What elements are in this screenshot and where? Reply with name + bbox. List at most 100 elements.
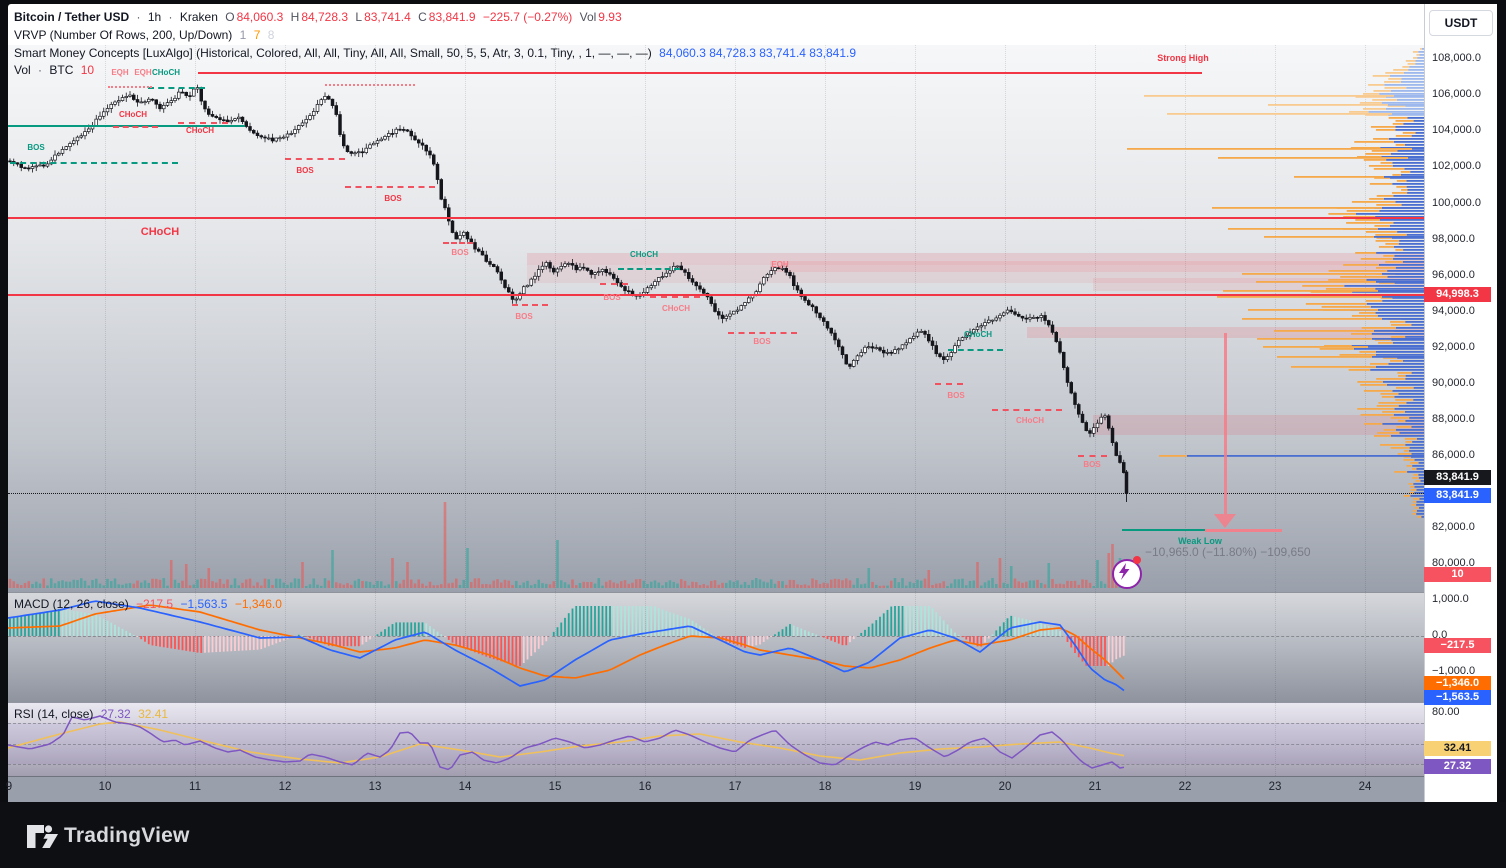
vol-legend-row[interactable]: Vol · BTC 10 [14, 63, 95, 77]
scale-tick: 1,000.0 [1432, 593, 1469, 605]
supply-zone [770, 261, 1424, 272]
scale-tick: 96,000.0 [1432, 269, 1475, 281]
day-gridline [465, 45, 466, 776]
scale-tick: 102,000.0 [1432, 160, 1481, 172]
smc-values: 84,060.3 84,728.3 83,741.4 83,841.9 [659, 46, 857, 60]
scale-tick: 100,000.0 [1432, 197, 1481, 209]
smc-label-choch: CHoCH [152, 68, 180, 77]
time-axis[interactable] [8, 776, 1424, 803]
day-gridline [735, 45, 736, 776]
tradingview-brand-text[interactable]: TradingView [64, 824, 190, 847]
smc-label-bos: BOS [515, 312, 533, 321]
macd-legend-row[interactable]: MACD (12, 26, close) −217.5 −1,563.5 −1,… [14, 597, 286, 612]
time-label: 16 [638, 781, 652, 793]
rsi-pane[interactable] [8, 702, 1424, 776]
volume-value: 9.93 [598, 10, 622, 24]
price-badge: 83,841.9 [1424, 469, 1491, 485]
time-label: 18 [818, 781, 832, 793]
smc-dashed-teal-line [948, 349, 1003, 351]
day-gridline [1365, 45, 1366, 776]
scale-tick: 94,000.0 [1432, 305, 1475, 317]
smc-label-bos: BOS [947, 391, 965, 400]
symbol-legend-row[interactable]: Bitcoin / Tether USD · 1h · Kraken O 84,0… [14, 10, 622, 24]
smc-label-eqh: EQH [134, 68, 152, 77]
scale-tick: 82,000.0 [1432, 521, 1475, 533]
low-value: 83,741.4 [364, 10, 411, 24]
rsi-level-line [8, 764, 1424, 765]
smc-label-bos: BOS [384, 194, 402, 203]
open-value: 84,060.3 [236, 10, 284, 24]
rsi-legend-row[interactable]: RSI (14, close) 27.32 32.41 [14, 707, 172, 722]
pane-separator[interactable] [8, 592, 1424, 593]
time-label: 19 [908, 781, 922, 793]
scale-tick: 80,000.0 [1432, 557, 1475, 569]
scale-tick: 90,000.0 [1432, 377, 1475, 389]
rsi-ma-value: 32.41 [138, 707, 169, 721]
day-gridline [555, 45, 556, 776]
smc-dashed-red-line [512, 304, 548, 306]
vrvp-title[interactable]: VRVP (Number Of Rows, 200, Up/Down) [14, 28, 233, 42]
price-badge: 32.41 [1424, 740, 1491, 756]
price-pane[interactable] [8, 45, 1424, 592]
vrvp-legend-row[interactable]: VRVP (Number Of Rows, 200, Up/Down) 1 7 … [14, 28, 275, 42]
day-gridline [1095, 45, 1096, 776]
weak-low-label: Weak Low [1178, 536, 1222, 546]
smc-eqh-dotted-line [325, 84, 415, 86]
day-gridline [1275, 45, 1276, 776]
time-label: 23 [1268, 781, 1282, 793]
smc-dashed-teal-line [618, 268, 680, 270]
symbol-name[interactable]: Bitcoin / Tether USD [14, 10, 130, 24]
day-gridline [645, 45, 646, 776]
day-gridline [825, 45, 826, 776]
smc-dashed-red-line [935, 383, 963, 385]
scale-tick: 104,000.0 [1432, 124, 1481, 136]
macd-series [8, 600, 1125, 692]
smc-choch-line [8, 217, 1424, 219]
exchange: Kraken [179, 10, 218, 24]
volume-histogram [8, 502, 1126, 588]
smc-title[interactable]: Smart Money Concepts [LuxAlgo] (Historic… [14, 46, 652, 60]
time-label: 11 [189, 781, 201, 793]
current-price-dotted-line [8, 493, 1424, 494]
time-label: 20 [998, 781, 1012, 793]
strong-high-label: Strong High [1157, 53, 1209, 63]
smc-label-bos: BOS [27, 143, 45, 152]
time-label: 17 [728, 781, 742, 793]
pane-separator[interactable] [8, 702, 1424, 703]
drop-arrow-head [1214, 514, 1236, 528]
supply-zone [1027, 327, 1424, 338]
price-badge: 83,841.9 [1424, 487, 1491, 503]
macd-pane[interactable] [8, 592, 1424, 702]
macd-title[interactable]: MACD (12, 26, close) [14, 597, 129, 611]
smc-dashed-red-line [443, 242, 473, 244]
tradingview-logo-icon[interactable] [26, 824, 60, 850]
lightning-badge-icon[interactable] [1112, 559, 1142, 589]
smc-label-eqh: EQH [771, 260, 789, 269]
smc-dashed-red-line [113, 126, 158, 128]
scale-tick: 86,000.0 [1432, 449, 1475, 461]
weak-low-line [1122, 529, 1205, 531]
day-gridline [375, 45, 376, 776]
interval[interactable]: 1h [147, 10, 162, 24]
strong-high-line [198, 72, 1202, 74]
smc-label-choch: CHoCH [630, 250, 658, 259]
price-scale-column[interactable] [1424, 4, 1497, 802]
currency-toggle-button[interactable]: USDT [1429, 10, 1493, 36]
rsi-level-line [8, 744, 1424, 745]
smc-legend-row[interactable]: Smart Money Concepts [LuxAlgo] (Historic… [14, 46, 860, 61]
day-gridline [915, 45, 916, 776]
supply-zone [1093, 415, 1424, 435]
supply-zone [527, 253, 1424, 265]
time-label: 24 [1358, 781, 1372, 793]
high-value: 84,728.3 [301, 10, 349, 24]
smc-label-choch: CHoCH [662, 304, 690, 313]
smc-label-choch: CHoCH [140, 226, 180, 238]
drop-arrow-line [1224, 333, 1227, 514]
time-label: 21 [1088, 781, 1102, 793]
vol-title[interactable]: Vol [14, 63, 31, 77]
macd-signal-value: −1,346.0 [234, 597, 282, 611]
smc-label-choch: CHoCH [964, 330, 992, 339]
scale-tick: 108,000.0 [1432, 52, 1481, 64]
footer-bar: TradingView [0, 802, 1506, 868]
rsi-title[interactable]: RSI (14, close) [14, 707, 94, 721]
